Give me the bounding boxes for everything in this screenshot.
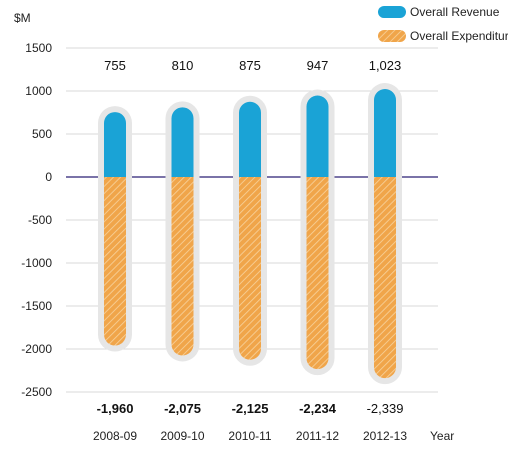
bar-revenue [239,101,261,177]
bar-revenue [374,89,396,177]
data-label-expenditure: -2,234 [299,401,337,416]
bar-revenue [171,107,194,177]
x-axis-title: Year [430,429,454,443]
x-tick-label: 2008-09 [93,429,137,443]
data-label-expenditure: -2,125 [232,401,269,416]
y-tick-label: -1500 [21,299,52,313]
legend: Overall Revenue Overall Expenditure [378,5,508,43]
data-label-revenue: 875 [239,58,261,73]
y-tick-labels: 1500 1000 500 0 -500 -1000 -1500 -2000 -2500 [21,41,52,399]
legend-swatch-revenue [378,6,406,18]
bar-revenue [104,112,126,177]
y-tick-label: 1000 [25,84,52,98]
data-label-revenue: 1,023 [369,58,402,73]
y-tick-label: 0 [45,170,52,184]
data-label-expenditure: -2,339 [367,401,404,416]
y-tick-label: 500 [32,127,52,141]
y-axis-title: $M [14,11,31,25]
data-label-expenditure: -2,075 [164,401,201,416]
x-tick-labels: 2008-09 2009-10 2010-11 2011-12 2012-13 [93,429,407,443]
x-tick-label: 2010-11 [228,429,271,443]
y-tick-label: 1500 [25,41,52,55]
data-label-expenditure: -1,960 [97,401,134,416]
y-tick-label: -2500 [21,385,52,399]
data-label-revenue: 810 [172,58,194,73]
legend-item-revenue: Overall Revenue [378,5,500,19]
bar-expenditure [306,177,329,370]
y-tick-label: -500 [28,213,52,227]
bars [98,83,402,385]
legend-label-expenditure: Overall Expenditure [410,29,508,43]
x-tick-label: 2009-10 [160,429,204,443]
bar-revenue [306,95,329,177]
y-tick-label: -2000 [21,342,52,356]
data-label-revenue: 755 [104,58,126,73]
y-tick-label: -1000 [21,256,52,270]
data-label-revenue: 947 [307,58,329,73]
x-tick-label: 2012-13 [363,429,407,443]
bar-expenditure [239,177,261,360]
legend-swatch-expenditure [378,30,406,42]
bar-expenditure [374,177,396,379]
x-tick-label: 2011-12 [296,429,339,443]
data-labels: 755 -1,960 810 -2,075 875 -2,125 947 -2,234 1,02… [97,58,404,416]
bar-expenditure [104,177,126,346]
bar-expenditure [171,177,194,356]
legend-item-expenditure: Overall Expenditure [378,29,508,43]
legend-label-revenue: Overall Revenue [410,5,500,19]
